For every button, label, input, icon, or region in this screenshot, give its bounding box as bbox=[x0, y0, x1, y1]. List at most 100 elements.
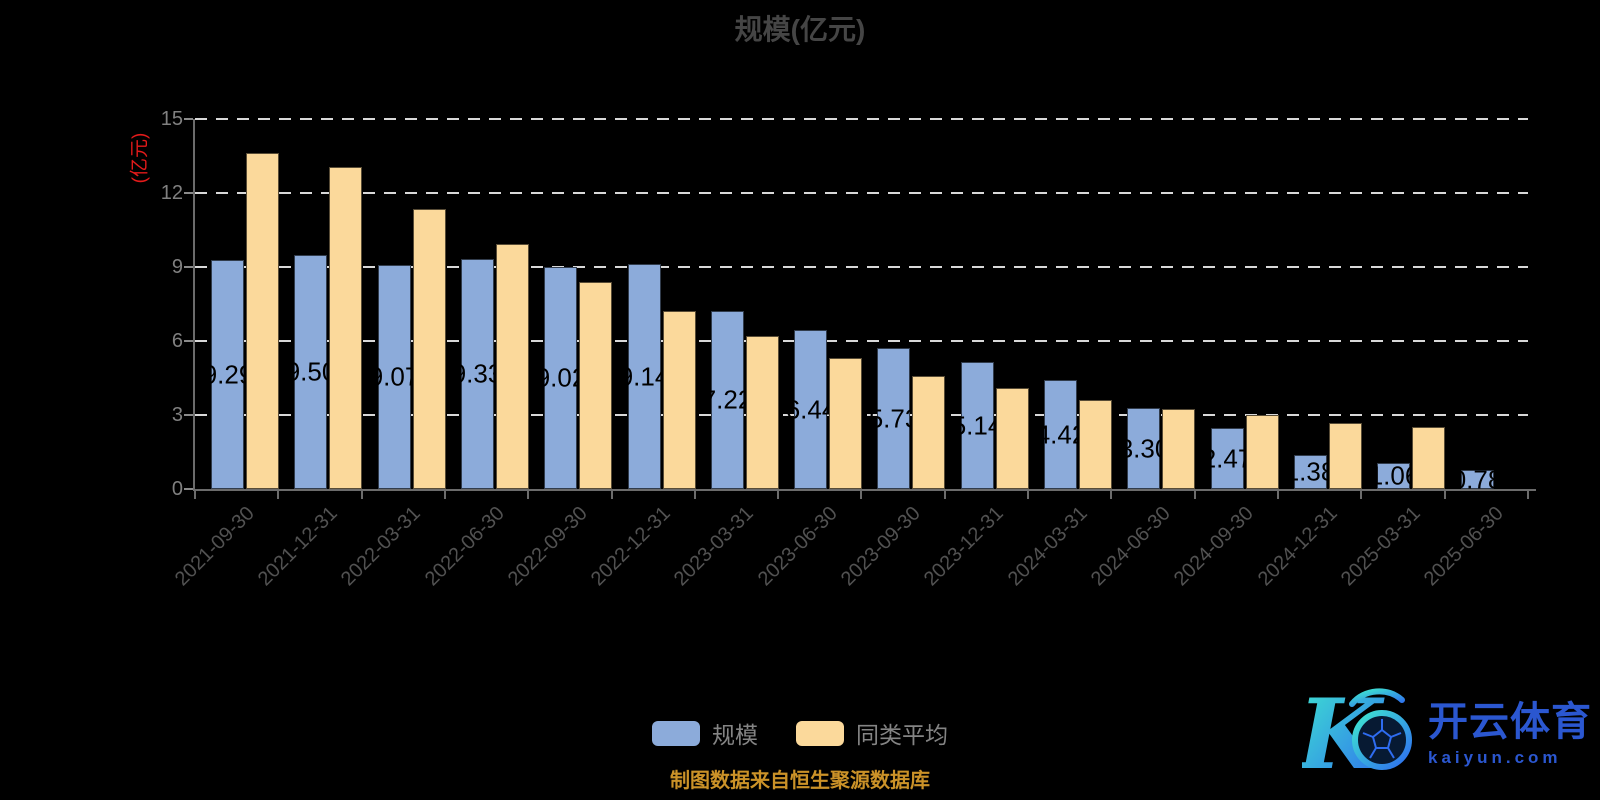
bar-规模-2022-09-30[interactable] bbox=[544, 267, 577, 489]
x-axis-tick bbox=[527, 491, 529, 499]
x-tick-label: 2025-06-30 bbox=[1419, 502, 1508, 591]
bar-value-label: 5.73 bbox=[868, 403, 920, 434]
kaiyun-logo-icon: K bbox=[1302, 688, 1412, 778]
bar-同类平均-2022-06-30[interactable] bbox=[496, 244, 529, 489]
chart-title: 规模(亿元) bbox=[734, 14, 866, 45]
x-axis-tick bbox=[444, 491, 446, 499]
bar-value-label: 9.14 bbox=[618, 361, 670, 392]
x-axis-tick bbox=[1110, 491, 1112, 499]
bar-规模-2025-06-30[interactable] bbox=[1461, 470, 1494, 489]
x-tick-label: 2024-06-30 bbox=[1086, 502, 1175, 591]
watermark-brand-domain: kaiyun.com bbox=[1428, 747, 1562, 767]
x-tick-label: 2022-12-31 bbox=[586, 502, 675, 591]
x-tick-label: 2021-09-30 bbox=[170, 502, 259, 591]
x-axis-tick bbox=[1027, 491, 1029, 499]
bar-同类平均-2025-03-31[interactable] bbox=[1412, 427, 1445, 489]
x-axis-tick bbox=[944, 491, 946, 499]
x-axis-tick bbox=[860, 491, 862, 499]
x-axis-tick bbox=[1527, 491, 1529, 499]
bar-value-label: 7.22 bbox=[701, 384, 753, 415]
logo-swirl bbox=[1349, 688, 1405, 707]
y-tick-label: 15 bbox=[160, 108, 183, 130]
watermark[interactable]: K 开云体育 kaiyun.com bbox=[1302, 688, 1592, 778]
legend-swatch bbox=[652, 720, 700, 746]
bar-规模-2024-09-30[interactable] bbox=[1211, 428, 1244, 489]
y-axis-tick bbox=[184, 118, 193, 120]
bar-规模-2022-06-30[interactable] bbox=[461, 259, 494, 489]
x-axis-tick bbox=[1194, 491, 1196, 499]
y-tick-label: 12 bbox=[160, 182, 183, 204]
y-tick-label: 9 bbox=[171, 256, 183, 278]
bar-同类平均-2022-12-31[interactable] bbox=[663, 311, 696, 489]
watermark-brand-cn: 开云体育 bbox=[1428, 699, 1592, 744]
bar-value-label: 4.42 bbox=[1035, 419, 1087, 450]
y-axis-name: (亿元) bbox=[129, 132, 151, 184]
bar-value-label: 5.14 bbox=[951, 410, 1003, 441]
x-axis-tick bbox=[277, 491, 279, 499]
y-axis-tick bbox=[184, 488, 193, 490]
x-tick-label: 2024-09-30 bbox=[1169, 502, 1258, 591]
bar-value-label: 9.29 bbox=[202, 359, 254, 390]
bar-规模-2021-12-31[interactable] bbox=[294, 255, 327, 489]
bar-同类平均-2024-12-31[interactable] bbox=[1329, 423, 1362, 489]
bar-规模-2022-12-31[interactable] bbox=[628, 264, 661, 489]
bar-value-label: 3.30 bbox=[1118, 433, 1170, 464]
source-note: 制图数据来自恒生聚源数据库 bbox=[670, 770, 930, 792]
x-tick-label: 2024-12-31 bbox=[1253, 502, 1342, 591]
bar-同类平均-2023-06-30[interactable] bbox=[829, 358, 862, 489]
soccer-ball-icon bbox=[1352, 710, 1412, 770]
bar-同类平均-2023-12-31[interactable] bbox=[996, 388, 1029, 489]
bar-同类平均-2022-03-31[interactable] bbox=[413, 209, 446, 489]
x-tick-label: 2024-03-31 bbox=[1003, 502, 1092, 591]
x-tick-label: 2022-06-30 bbox=[420, 502, 509, 591]
bar-同类平均-2024-03-31[interactable] bbox=[1079, 400, 1112, 489]
gridline-15 bbox=[195, 118, 1528, 120]
legend-label: 同类平均 bbox=[856, 722, 948, 748]
bar-规模-2024-03-31[interactable] bbox=[1044, 380, 1077, 489]
x-tick-label: 2023-12-31 bbox=[919, 502, 1008, 591]
bar-规模-2023-09-30[interactable] bbox=[877, 348, 910, 489]
legend-label: 规模 bbox=[712, 722, 758, 748]
bar-value-label: 0.78 bbox=[1451, 464, 1503, 495]
x-axis-tick bbox=[777, 491, 779, 499]
x-axis-tick bbox=[1360, 491, 1362, 499]
bar-规模-2025-03-31[interactable] bbox=[1377, 463, 1410, 489]
bar-value-label: 9.07 bbox=[368, 361, 420, 392]
legend-swatch bbox=[796, 720, 844, 746]
bar-同类平均-2023-09-30[interactable] bbox=[912, 376, 945, 489]
bar-value-label: 9.33 bbox=[451, 358, 503, 389]
legend: 规模 同类平均 bbox=[0, 716, 1600, 750]
gridline-6 bbox=[195, 340, 1528, 342]
watermark-texts: 开云体育 kaiyun.com bbox=[1428, 699, 1592, 768]
bar-同类平均-2021-09-30[interactable] bbox=[246, 153, 279, 489]
bar-同类平均-2024-09-30[interactable] bbox=[1246, 415, 1279, 489]
x-axis-tick bbox=[611, 491, 613, 499]
bar-value-label: 2.47 bbox=[1201, 443, 1253, 474]
x-tick-label: 2023-06-30 bbox=[753, 502, 842, 591]
bar-规模-2023-03-31[interactable] bbox=[711, 311, 744, 489]
y-axis-tick bbox=[184, 192, 193, 194]
bar-同类平均-2021-12-31[interactable] bbox=[329, 167, 362, 489]
bar-value-label: 6.44 bbox=[785, 394, 837, 425]
y-axis-tick bbox=[184, 414, 193, 416]
y-axis-tick bbox=[184, 266, 193, 268]
bar-同类平均-2024-06-30[interactable] bbox=[1162, 409, 1195, 489]
bar-value-label: 9.02 bbox=[535, 362, 587, 393]
bar-规模-2023-12-31[interactable] bbox=[961, 362, 994, 489]
legend-item-规模[interactable]: 规模 bbox=[652, 716, 758, 750]
bar-规模-2022-03-31[interactable] bbox=[378, 265, 411, 489]
bar-规模-2021-09-30[interactable] bbox=[211, 260, 244, 489]
x-axis-line bbox=[193, 489, 1536, 491]
bar-同类平均-2022-09-30[interactable] bbox=[579, 282, 612, 489]
bar-规模-2023-06-30[interactable] bbox=[794, 330, 827, 489]
y-tick-label: 3 bbox=[171, 404, 183, 426]
gridline-9 bbox=[195, 266, 1528, 268]
bar-规模-2024-12-31[interactable] bbox=[1294, 455, 1327, 489]
bar-同类平均-2023-03-31[interactable] bbox=[746, 336, 779, 489]
x-axis-tick bbox=[194, 491, 196, 499]
bar-规模-2024-06-30[interactable] bbox=[1127, 408, 1160, 489]
legend-item-同类平均[interactable]: 同类平均 bbox=[796, 716, 948, 750]
x-axis-tick bbox=[1444, 491, 1446, 499]
y-tick-label: 0 bbox=[171, 478, 183, 500]
